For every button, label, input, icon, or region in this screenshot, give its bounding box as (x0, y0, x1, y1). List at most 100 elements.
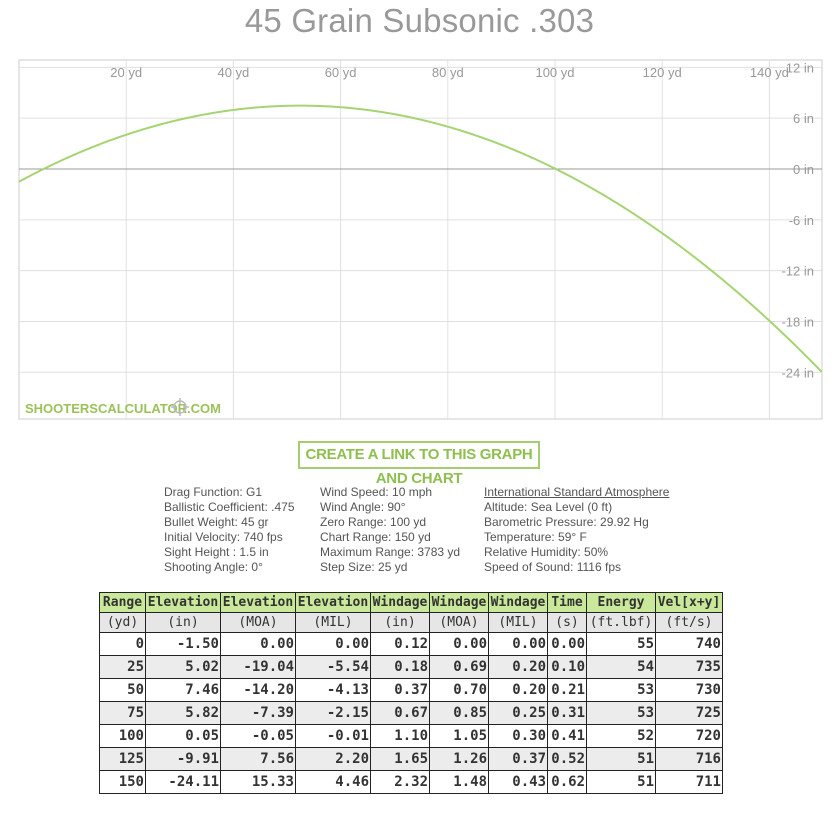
cell-windage-moa: 1.26 (429, 747, 489, 771)
plot-area (18, 59, 823, 420)
y-tick-label: -6 in (789, 213, 814, 228)
chart-title: 45 Grain Subsonic .303 (244, 2, 595, 39)
cell-elevation-mil: 4.46 (295, 770, 371, 794)
cell-windage-mil: 0.30 (488, 724, 548, 748)
atmosphere-link[interactable]: International Standard Atmosphere (484, 485, 670, 499)
cell-elevation-in: -1.50 (145, 632, 221, 656)
cell-velocity: 720 (655, 724, 723, 748)
cell-windage-mil: 0.20 (488, 678, 548, 702)
cell-range: 0 (99, 632, 146, 656)
x-tick-label: 100 yd (535, 65, 574, 80)
header-velocity: Vel[x+y] (655, 592, 723, 613)
info-wind-speed: Wind Speed: 10 mph (320, 485, 433, 499)
load-info: Drag Function: G1 Ballistic Coefficient:… (164, 485, 295, 575)
trajectory-point (554, 167, 557, 170)
cell-energy: 54 (586, 655, 656, 679)
table-row: 25 5.02 -19.04 -5.54 0.18 0.69 0.20 0.10 54 735 (99, 655, 723, 679)
table-row: 75 5.82 -7.39 -2.15 0.67 0.85 0.25 0.31 53 725 (99, 701, 723, 725)
cell-windage-mil: 0.00 (488, 632, 548, 656)
cell-elevation-in: 5.02 (145, 655, 221, 679)
cell-elevation-in: 5.82 (145, 701, 221, 725)
cell-windage-in: 1.10 (370, 724, 430, 748)
cell-range: 25 (99, 655, 146, 679)
cell-energy: 51 (586, 770, 656, 794)
grid-lines (19, 60, 822, 419)
y-tick-label: -24 in (781, 365, 814, 380)
cell-elevation-mil: 0.00 (295, 632, 371, 656)
cell-velocity: 735 (655, 655, 723, 679)
header-elevation-moa: Elevation (220, 592, 296, 613)
cell-range: 100 (99, 724, 146, 748)
cell-elevation-in: -24.11 (145, 770, 221, 794)
unit-windage-in: (in) (370, 612, 430, 633)
series-layer (18, 104, 825, 375)
cell-energy: 52 (586, 724, 656, 748)
cell-energy: 53 (586, 701, 656, 725)
cell-time: 0.00 (547, 632, 587, 656)
cell-elevation-mil: -0.01 (295, 724, 371, 748)
crosshair-icon (171, 398, 189, 416)
table-row: 150 -24.11 15.33 4.46 2.32 1.48 0.43 0.62 51 711 (99, 770, 723, 794)
cell-windage-mil: 0.20 (488, 655, 548, 679)
cell-windage-moa: 1.48 (429, 770, 489, 794)
trajectory-point (420, 118, 423, 121)
cell-time: 0.62 (547, 770, 587, 794)
unit-elevation-moa: (MOA) (220, 612, 296, 633)
info-ballistic-coefficient: Ballistic Coefficient: .475 (164, 500, 295, 514)
info-chart-range: Chart Range: 150 yd (320, 530, 431, 544)
trajectory-point (286, 104, 289, 107)
cell-windage-mil: 0.37 (488, 747, 548, 771)
table-header-row: Range Elevation Elevation Elevation Wind… (99, 592, 723, 613)
cell-windage-moa: 0.00 (429, 632, 489, 656)
cell-windage-in: 2.32 (370, 770, 430, 794)
cell-elevation-mil: -5.54 (295, 655, 371, 679)
atmosphere-info: International Standard Atmosphere Altitu… (484, 485, 669, 575)
watermark-text: SHOOTERSCALCULATOR.COM (25, 401, 221, 416)
create-link-button[interactable]: CREATE A LINK TO THIS GRAPH AND CHART (298, 441, 540, 487)
y-tick-label: -18 in (781, 314, 814, 329)
cell-range: 50 (99, 678, 146, 702)
header-range: Range (99, 592, 146, 613)
info-shooting-angle: Shooting Angle: 0° (164, 560, 263, 574)
trajectory-line (18, 104, 823, 373)
cell-time: 0.21 (547, 678, 587, 702)
cell-elevation-moa: -19.04 (220, 655, 296, 679)
info-relative-humidity: Relative Humidity: 50% (484, 545, 609, 559)
cell-energy: 55 (586, 632, 656, 656)
cell-energy: 51 (586, 747, 656, 771)
cell-velocity: 711 (655, 770, 723, 794)
header-elevation-in: Elevation (145, 592, 221, 613)
trajectory-point (152, 125, 155, 128)
cell-elevation-moa: 7.56 (220, 747, 296, 771)
cell-windage-moa: 0.85 (429, 701, 489, 725)
info-drag-function: Drag Function: G1 (164, 485, 263, 499)
cell-windage-in: 0.67 (370, 701, 430, 725)
cell-range: 125 (99, 747, 146, 771)
x-tick-label: 40 yd (217, 65, 249, 80)
cell-windage-in: 0.18 (370, 655, 430, 679)
info-step-size: Step Size: 25 yd (320, 560, 408, 574)
trajectory-point (688, 251, 691, 254)
x-tick-label: 140 yd (750, 65, 789, 80)
cell-windage-moa: 0.70 (429, 678, 489, 702)
unit-time: (s) (547, 612, 587, 633)
info-barometric-pressure: Barometric Pressure: 29.92 Hg (484, 515, 649, 529)
cell-time: 0.31 (547, 701, 587, 725)
unit-windage-moa: (MOA) (429, 612, 489, 633)
cell-velocity: 730 (655, 678, 723, 702)
cell-windage-in: 0.37 (370, 678, 430, 702)
unit-range: (yd) (99, 612, 146, 633)
ballistics-table: Range Elevation Elevation Elevation Wind… (99, 592, 723, 794)
axis-labels: 20 yd 40 yd 60 yd 80 yd 100 yd 120 yd 140 yd12… (110, 60, 814, 380)
unit-velocity: (ft/s) (655, 612, 723, 633)
trajectory-point (822, 372, 825, 375)
info-zero-range: Zero Range: 100 yd (320, 515, 427, 529)
x-tick-label: 120 yd (643, 65, 682, 80)
table-row: 100 0.05 -0.05 -0.01 1.10 1.05 0.30 0.41 52 720 (99, 724, 723, 748)
info-wind-angle: Wind Angle: 90° (320, 500, 406, 514)
info-speed-of-sound: Speed of Sound: 1116 fps (484, 560, 621, 574)
table-row: 0 -1.50 0.00 0.00 0.12 0.00 0.00 0.00 55 740 (99, 632, 723, 656)
cell-windage-moa: 0.69 (429, 655, 489, 679)
cell-windage-moa: 1.05 (429, 724, 489, 748)
cell-range: 75 (99, 701, 146, 725)
